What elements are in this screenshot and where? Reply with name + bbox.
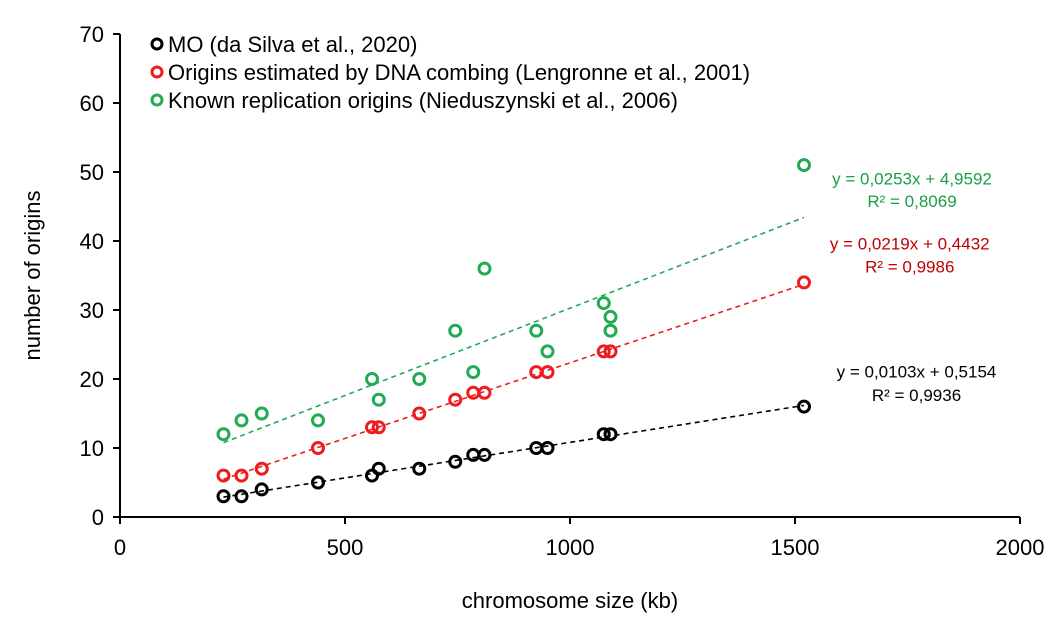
data-point bbox=[448, 323, 463, 338]
data-point bbox=[371, 461, 386, 476]
data-point bbox=[466, 365, 481, 380]
data-point bbox=[311, 475, 325, 490]
y-tick-label: 10 bbox=[80, 436, 104, 461]
x-tick-label: 1500 bbox=[771, 535, 820, 560]
data-point bbox=[254, 482, 269, 497]
data-point bbox=[540, 441, 555, 455]
data-point bbox=[448, 392, 463, 407]
data-point bbox=[234, 489, 249, 504]
data-point bbox=[371, 392, 386, 407]
trendlines bbox=[223, 216, 805, 498]
data-point bbox=[216, 427, 231, 442]
data-point bbox=[797, 158, 811, 173]
ticks: 0 500 1000 1500 2000 0 10 20 30 40 50 60 70 bbox=[80, 22, 1045, 560]
data-point bbox=[466, 447, 481, 462]
data-point bbox=[216, 489, 231, 504]
data-point bbox=[477, 261, 492, 276]
data-point bbox=[365, 372, 379, 386]
trendline-equations: y = 0,0103x + 0,5154 R² = 0,9936 y = 0,021… bbox=[830, 169, 997, 405]
data-point bbox=[311, 441, 325, 455]
x-tick-label: 500 bbox=[327, 535, 364, 560]
y-tick-label: 40 bbox=[80, 229, 104, 254]
data-point bbox=[603, 344, 618, 359]
data-point bbox=[477, 385, 492, 400]
data-point bbox=[234, 413, 249, 428]
trendline-equation: y = 0,0219x + 0,4432 bbox=[830, 234, 990, 253]
x-tick-label: 1000 bbox=[546, 535, 595, 560]
x-axis-title: chromosome size (kb) bbox=[462, 588, 678, 613]
trendline bbox=[223, 404, 805, 498]
y-tick-label: 60 bbox=[80, 91, 104, 116]
data-point bbox=[596, 296, 611, 311]
data-point bbox=[412, 372, 427, 386]
data-point bbox=[448, 454, 463, 469]
y-tick-label: 30 bbox=[80, 298, 104, 323]
legend-entry: MO (da Silva et al., 2020) bbox=[168, 32, 417, 57]
trendline bbox=[223, 283, 805, 480]
legend-marker bbox=[150, 37, 164, 51]
x-tick-label: 0 bbox=[114, 535, 126, 560]
data-point bbox=[797, 399, 811, 414]
trendline-r2: R² = 0,9936 bbox=[872, 386, 961, 405]
y-tick-label: 0 bbox=[92, 505, 104, 530]
data-point bbox=[216, 468, 231, 483]
legend-marker bbox=[150, 65, 164, 79]
data-point bbox=[234, 468, 249, 483]
y-tick-label: 50 bbox=[80, 160, 104, 185]
data-point bbox=[603, 323, 618, 338]
data-point bbox=[596, 427, 611, 442]
legend-marker bbox=[150, 93, 164, 107]
data-point bbox=[254, 406, 269, 421]
data-point bbox=[412, 461, 427, 476]
data-point bbox=[596, 344, 611, 359]
data-point bbox=[529, 323, 544, 338]
data-point bbox=[365, 420, 379, 435]
data-point bbox=[540, 365, 555, 380]
data-point bbox=[603, 427, 618, 442]
trendline-r2: R² = 0,8069 bbox=[867, 192, 956, 211]
legend: MO (da Silva et al., 2020) Origins estima… bbox=[150, 32, 750, 113]
data-point bbox=[540, 344, 555, 359]
trendline-equation: y = 0,0253x + 4,9592 bbox=[832, 169, 992, 188]
y-axis-title: number of origins bbox=[20, 191, 45, 361]
x-tick-label: 2000 bbox=[996, 535, 1045, 560]
trendline-r2: R² = 0,9986 bbox=[865, 258, 954, 277]
legend-entry: Known replication origins (Nieduszynski … bbox=[168, 88, 678, 113]
data-point bbox=[477, 447, 492, 462]
data-point bbox=[371, 420, 386, 435]
data-point bbox=[254, 461, 269, 476]
y-tick-label: 20 bbox=[80, 367, 104, 392]
data-point bbox=[603, 309, 618, 324]
data-point bbox=[412, 406, 427, 421]
y-tick-label: 70 bbox=[80, 22, 104, 47]
legend-entry: Origins estimated by DNA combing (Lengro… bbox=[168, 60, 750, 85]
data-point bbox=[311, 413, 325, 428]
data-point bbox=[797, 275, 811, 290]
trendline-equation: y = 0,0103x + 0,5154 bbox=[837, 363, 997, 382]
trendline bbox=[223, 216, 805, 444]
data-points bbox=[216, 158, 811, 504]
data-point bbox=[466, 385, 481, 400]
